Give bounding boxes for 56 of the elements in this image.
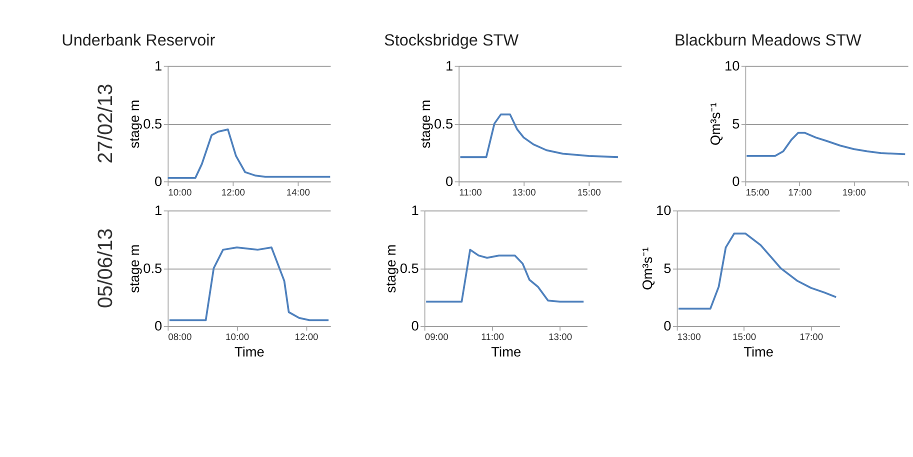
y-tick-label: 0 <box>664 318 672 334</box>
line-series <box>678 232 837 310</box>
y-axis-title: stage m <box>126 244 142 294</box>
chart-title: Blackburn Meadows STW <box>674 31 862 50</box>
x-tick-label: 14:00 <box>286 186 310 198</box>
y-tick-label: 1 <box>445 58 454 74</box>
y-tick-label: 0 <box>445 174 454 190</box>
x-tick-label: 13:00 <box>677 331 701 342</box>
x-tick-label: 12:00 <box>221 186 245 198</box>
y-tick-label: 1 <box>411 203 419 218</box>
y-axis-title: stage m <box>384 244 399 294</box>
x-tick-label: 15:00 <box>746 186 770 198</box>
line-series <box>168 246 330 322</box>
text: 05/06/13 <box>94 228 118 308</box>
y-tick-label: 1 <box>154 203 162 218</box>
x-tick-label: 15:00 <box>732 331 756 342</box>
x-tick-label: 10:00 <box>226 331 250 342</box>
x-axis-title: Time <box>234 344 264 360</box>
y-tick-label: 10 <box>724 58 740 74</box>
x-tick-label: 17:00 <box>800 331 824 342</box>
y-tick-label: 0.5 <box>400 260 420 276</box>
line-series <box>459 113 619 158</box>
line-series <box>168 128 330 179</box>
x-axis-title: Time <box>491 344 522 360</box>
x-tick-label: 13:00 <box>548 331 572 342</box>
text: 27/02/13 <box>94 84 118 164</box>
y-tick-label: 0 <box>411 318 420 334</box>
chart-title: Stocksbridge STW <box>384 31 520 50</box>
y-tick-label: 5 <box>664 260 672 276</box>
y-tick-label: 0.5 <box>143 116 163 132</box>
x-tick-label: 11:00 <box>481 331 504 342</box>
y-axis-title: stage m <box>418 100 433 148</box>
x-axis-title: Time <box>744 344 774 360</box>
y-axis-title: Qm³s⁻¹ <box>640 246 655 290</box>
y-tick-label: 10 <box>656 203 672 218</box>
y-tick-label: 5 <box>732 116 740 132</box>
x-tick-label: 11:00 <box>459 186 482 198</box>
x-tick-label: 15:00 <box>577 186 601 198</box>
y-axis-title: stage m <box>126 100 142 148</box>
y-tick-label: 0 <box>732 174 740 190</box>
y-tick-label: 0 <box>154 174 163 190</box>
y-tick-label: 0.5 <box>143 260 163 276</box>
x-tick-label: 17:00 <box>788 186 812 198</box>
line-series <box>746 132 906 157</box>
x-tick-label: 19:00 <box>842 186 866 198</box>
y-axis-title: Qm³s⁻¹ <box>708 102 724 146</box>
y-tick-label: 0 <box>154 318 163 334</box>
chart-title: Underbank Reservoir <box>62 31 216 50</box>
y-tick-label: 0.5 <box>434 116 454 132</box>
x-tick-label: 12:00 <box>294 331 318 342</box>
x-tick-label: 13:00 <box>512 186 536 198</box>
x-tick-label: 09:00 <box>424 331 448 342</box>
y-tick-label: 1 <box>154 58 162 74</box>
x-tick-label: 08:00 <box>168 331 192 342</box>
x-tick-label: 10:00 <box>168 186 192 198</box>
line-series <box>425 248 585 303</box>
